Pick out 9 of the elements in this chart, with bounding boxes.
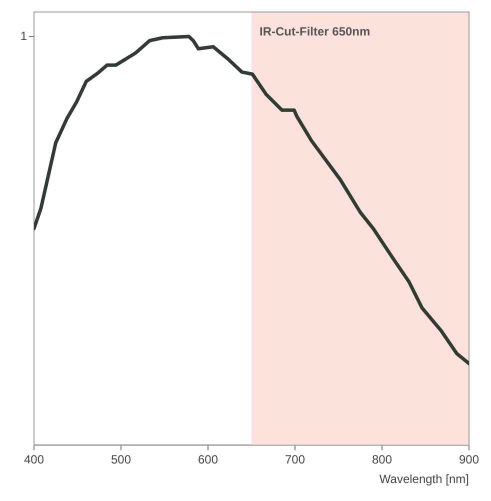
text: 1	[20, 28, 28, 43]
band-label: IR-Cut-Filter 650nm	[260, 24, 370, 38]
x-tick-label: 400	[24, 452, 44, 467]
x-tick-label: 600	[198, 452, 218, 467]
x-tick-label: 500	[110, 452, 132, 467]
x-tick-label: 700	[284, 452, 306, 467]
x-tick-label: 800	[372, 452, 392, 467]
x-tick-label: 900	[458, 452, 480, 467]
x-axis-title: Wavelength [nm]	[379, 472, 469, 486]
